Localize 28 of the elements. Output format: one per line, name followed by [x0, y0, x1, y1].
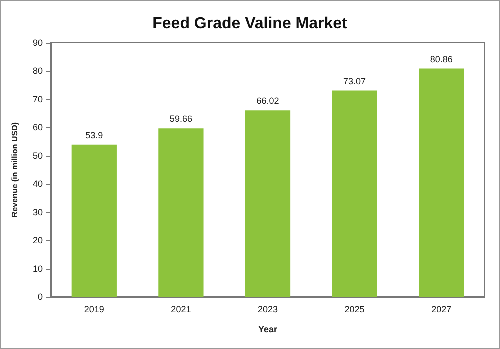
x-tick-label: 2027 [432, 304, 452, 314]
bar [332, 90, 378, 297]
bar [245, 110, 291, 297]
x-tick-label: 2019 [84, 304, 104, 314]
data-label: 80.86 [430, 54, 453, 64]
y-tick-label: 80 [32, 66, 43, 76]
y-tick-label: 40 [32, 179, 43, 190]
y-tick-label: 30 [32, 207, 43, 218]
y-tick-label: 20 [32, 236, 43, 246]
y-tick-label: 10 [32, 264, 43, 274]
y-tick-label: 70 [32, 94, 43, 104]
y-axis-title: Revenue (in million USD) [10, 122, 20, 218]
x-axis-title: Year [258, 324, 278, 334]
y-tick-label: 60 [32, 122, 43, 133]
y-tick-label: 50 [32, 150, 43, 161]
data-label: 66.02 [256, 96, 280, 106]
x-tick-label: 2023 [258, 304, 278, 314]
chart-title: Feed Grade Valine Market [152, 16, 348, 32]
data-label: 73.07 [344, 76, 366, 86]
y-tick-label: 90 [32, 38, 43, 48]
x-tick-label: 2025 [344, 304, 365, 314]
y-tick-label: 0 [38, 292, 43, 302]
bar [419, 68, 464, 297]
bar [158, 128, 204, 297]
data-label: 59.66 [170, 114, 192, 124]
data-label: 53.9 [86, 130, 104, 140]
bar [72, 144, 117, 297]
x-tick-label: 2021 [171, 304, 192, 314]
